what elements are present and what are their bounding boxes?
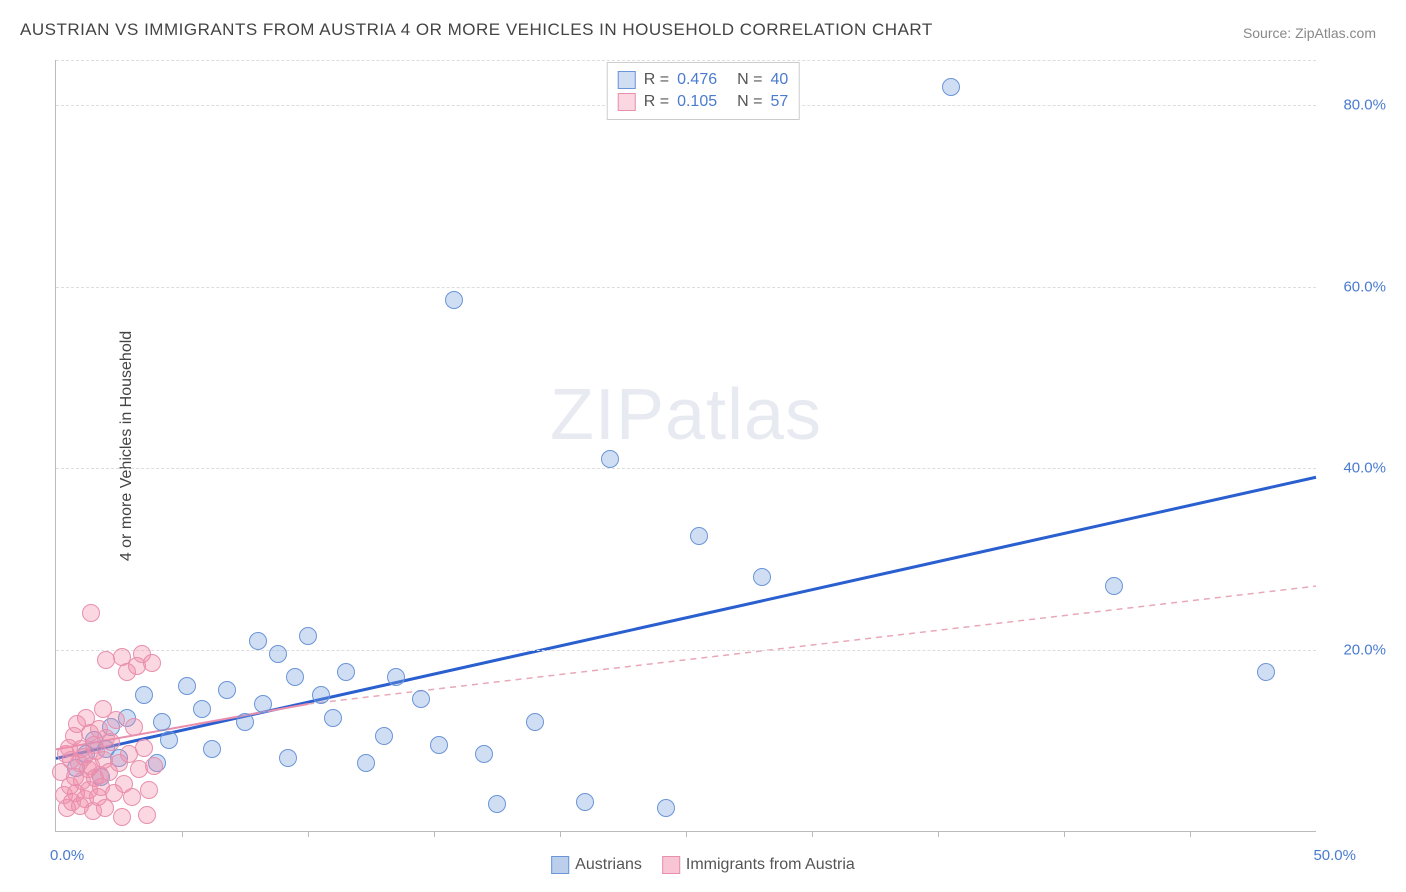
- data-point: [942, 78, 960, 96]
- legend-swatch: [551, 856, 569, 874]
- data-point: [576, 793, 594, 811]
- data-point: [337, 663, 355, 681]
- series-legend: Austrians Immigrants from Austria: [551, 856, 855, 874]
- r-value: 0.105: [677, 93, 717, 111]
- data-point: [123, 788, 141, 806]
- data-point: [193, 700, 211, 718]
- legend-swatch: [662, 856, 680, 874]
- data-point: [387, 668, 405, 686]
- data-point: [178, 677, 196, 695]
- data-point: [135, 739, 153, 757]
- data-point: [324, 709, 342, 727]
- y-tick-label: 80.0%: [1326, 97, 1386, 114]
- y-tick-label: 60.0%: [1326, 278, 1386, 295]
- r-label: R =: [644, 71, 669, 89]
- gridline: [56, 287, 1316, 288]
- r-label: R =: [644, 93, 669, 111]
- data-point: [488, 795, 506, 813]
- legend-item: Immigrants from Austria: [662, 856, 855, 874]
- data-point: [357, 754, 375, 772]
- x-tick: [560, 831, 561, 837]
- data-point: [254, 695, 272, 713]
- plot-area: ZIPatlas 20.0%40.0%60.0%80.0%: [55, 60, 1316, 832]
- data-point: [138, 806, 156, 824]
- data-point: [690, 527, 708, 545]
- data-point: [236, 713, 254, 731]
- data-point: [269, 645, 287, 663]
- data-point: [526, 713, 544, 731]
- data-point: [145, 757, 163, 775]
- x-tick: [308, 831, 309, 837]
- data-point: [430, 736, 448, 754]
- x-tick: [686, 831, 687, 837]
- y-tick-label: 40.0%: [1326, 460, 1386, 477]
- data-point: [143, 654, 161, 672]
- x-tick: [1064, 831, 1065, 837]
- n-value: 57: [770, 93, 788, 111]
- legend-swatch: [618, 71, 636, 89]
- x-tick: [812, 831, 813, 837]
- data-point: [753, 568, 771, 586]
- data-point: [153, 713, 171, 731]
- x-tick: [434, 831, 435, 837]
- gridline: [56, 650, 1316, 651]
- data-point: [286, 668, 304, 686]
- legend-label: Austrians: [575, 856, 642, 874]
- source-label: Source: ZipAtlas.com: [1243, 25, 1376, 41]
- data-point: [445, 291, 463, 309]
- data-point: [657, 799, 675, 817]
- x-tick: [1190, 831, 1191, 837]
- x-axis-max-label: 50.0%: [1313, 847, 1356, 864]
- data-point: [113, 808, 131, 826]
- data-point: [1257, 663, 1275, 681]
- data-point: [601, 450, 619, 468]
- data-point: [299, 627, 317, 645]
- r-value: 0.476: [677, 71, 717, 89]
- chart-title: AUSTRIAN VS IMMIGRANTS FROM AUSTRIA 4 OR…: [20, 20, 933, 40]
- data-point: [475, 745, 493, 763]
- data-point: [135, 686, 153, 704]
- legend-item: Austrians: [551, 856, 642, 874]
- data-point: [82, 604, 100, 622]
- data-point: [102, 733, 120, 751]
- data-point: [125, 718, 143, 736]
- trend-line: [308, 586, 1316, 704]
- legend-row: R = 0.105 N = 57: [618, 91, 789, 113]
- data-point: [412, 690, 430, 708]
- data-point: [113, 648, 131, 666]
- data-point: [218, 681, 236, 699]
- data-point: [312, 686, 330, 704]
- data-point: [203, 740, 221, 758]
- legend-row: R = 0.476 N = 40: [618, 69, 789, 91]
- data-point: [140, 781, 158, 799]
- n-label: N =: [737, 71, 762, 89]
- correlation-legend: R = 0.476 N = 40 R = 0.105 N = 57: [607, 62, 800, 120]
- n-value: 40: [770, 71, 788, 89]
- gridline: [56, 60, 1316, 61]
- data-point: [279, 749, 297, 767]
- gridline: [56, 468, 1316, 469]
- data-point: [249, 632, 267, 650]
- data-point: [1105, 577, 1123, 595]
- y-tick-label: 20.0%: [1326, 641, 1386, 658]
- x-tick: [182, 831, 183, 837]
- legend-label: Immigrants from Austria: [686, 856, 855, 874]
- watermark: ZIPatlas: [550, 374, 822, 456]
- data-point: [160, 731, 178, 749]
- n-label: N =: [737, 93, 762, 111]
- data-point: [96, 799, 114, 817]
- legend-swatch: [618, 93, 636, 111]
- data-point: [107, 711, 125, 729]
- x-tick: [938, 831, 939, 837]
- data-point: [375, 727, 393, 745]
- x-axis-min-label: 0.0%: [50, 847, 84, 864]
